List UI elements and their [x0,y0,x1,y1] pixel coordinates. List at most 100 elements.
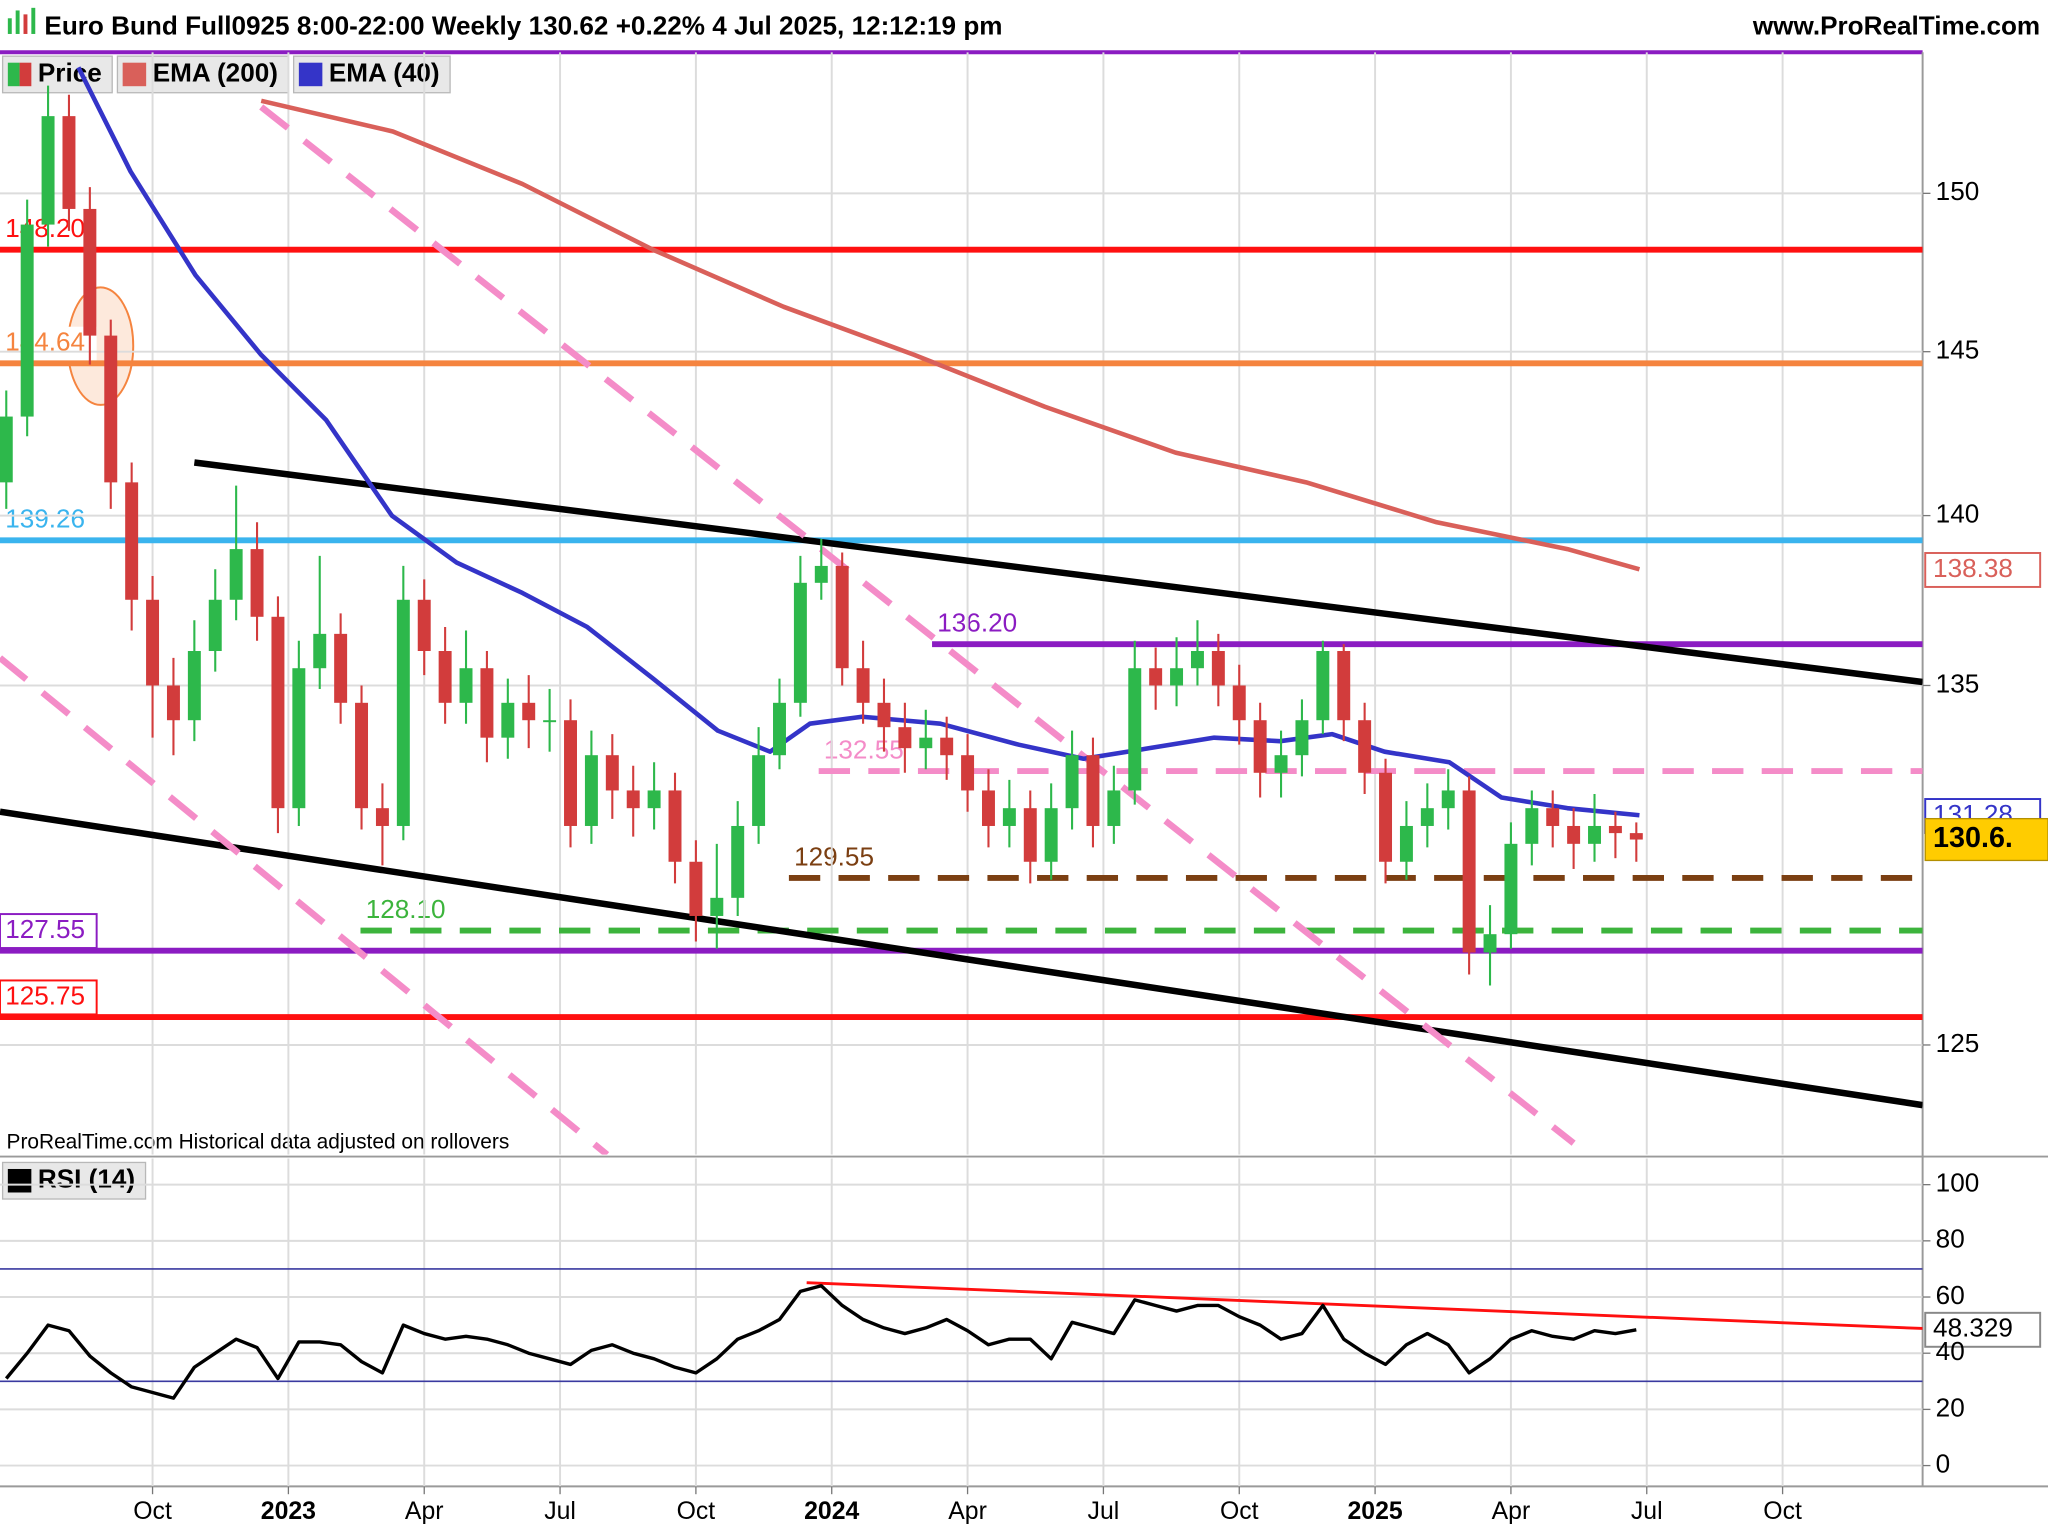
candle-body [1358,720,1372,773]
candle-body [375,808,389,826]
candle-body [1211,651,1225,686]
legend-swatch [7,1168,32,1193]
candle-body [1567,825,1581,844]
candle-body [584,755,598,826]
legend-swatch [19,62,32,87]
last-value-box [1924,552,2042,588]
candle-body [501,702,515,738]
candle-body [961,755,975,791]
legend-swatch [122,62,147,87]
candle-body [334,633,348,703]
candle-body [1044,808,1058,862]
candle-body [898,727,912,749]
trendline [259,104,1576,1146]
footnote: ProRealTime.com Historical data adjusted… [7,1130,510,1153]
candle-body [355,702,369,809]
candle-body [83,208,97,336]
candle-body [981,790,995,826]
candle-body [814,565,828,583]
y-tick-label: 80 [1936,1224,1965,1254]
candle-body [522,702,536,721]
trendline [0,655,610,1155]
candle-body [1588,825,1601,844]
y-tick-label: 0 [1936,1448,1951,1478]
candle-body [626,790,640,809]
candle-body [752,755,766,826]
trendline [806,1281,1923,1330]
candle-body [731,825,745,898]
x-tick-label: Oct [677,1498,716,1525]
series-line [4,1284,1637,1400]
candle-body [166,685,180,721]
level-label: 127.55 [5,914,85,944]
candle-body [125,482,139,600]
candle-body [271,616,285,809]
candle-body [1065,755,1079,809]
candle-body [1337,651,1351,721]
y-tick-label: 100 [1936,1168,1980,1198]
candle-body [1274,755,1288,773]
legend-label: EMA (200) [153,57,278,87]
candle-body [1462,790,1476,953]
candle-body [1420,808,1434,826]
candle-body [877,702,891,728]
candle-body [1232,685,1246,721]
x-tick-label: Oct [133,1498,172,1525]
candle-body [62,116,76,209]
y-tick-label: 40 [1936,1336,1965,1366]
candle-body [856,668,870,703]
x-tick-label: 2023 [261,1498,316,1525]
plot-area [0,1158,1923,1487]
candle-body [710,897,724,916]
candle-body [835,565,849,669]
legend-label: RSI (14) [38,1164,135,1194]
candle-body [313,633,327,669]
candle-body [104,335,118,483]
x-tick-label: 2024 [804,1498,859,1525]
candle-body [940,737,954,756]
chart-title: Euro Bund Full0925 8:00-22:00 Weekly 130… [44,10,1002,40]
x-tick-label: Oct [1220,1498,1259,1525]
candle-body [0,416,13,483]
level-label-box [0,979,98,1016]
candle-body [1023,808,1037,862]
legend-swatch [298,62,323,87]
candle-body [1379,772,1393,862]
candle-body [1086,755,1100,826]
last-price-label: 130.6. [1933,822,2013,854]
candle-body [564,720,577,826]
candle-body [1546,808,1560,826]
plot-area [0,52,1923,1155]
logo-bar [23,14,28,34]
legend-label: Price [38,57,102,87]
candle-body [20,224,34,417]
y-tick-label: 145 [1936,335,1980,365]
candle-body [919,737,933,749]
candle-body [250,549,264,617]
candle-body [1190,651,1204,669]
legend-swatch [7,62,20,87]
candle-body [1170,668,1184,686]
last-value-box [1924,1311,2042,1348]
series-line [260,98,1641,572]
x-tick-label: Oct [1763,1498,1802,1525]
candle-body [1525,808,1539,844]
candle-body [1483,934,1497,953]
last-price-box [1924,817,2048,862]
series-line [76,66,1640,818]
candle-body [480,668,494,738]
logo-bar [15,10,20,34]
level-label-box [0,913,98,950]
candle-body [1629,833,1643,840]
level-label-box [0,326,97,361]
logo-bar [7,18,12,34]
candle-body [417,599,431,652]
x-tick-label: Jul [1631,1498,1663,1525]
candle-body [292,668,306,809]
candle-body [459,668,473,703]
candle-body [689,861,703,916]
x-tick-label: 2025 [1347,1498,1402,1525]
x-tick-label: Jul [1088,1498,1120,1525]
